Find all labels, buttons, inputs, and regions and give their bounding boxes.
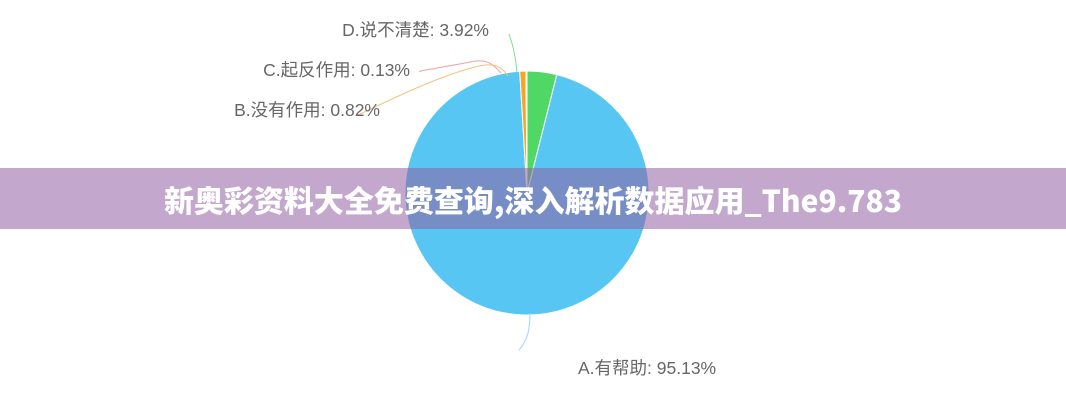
- svg-text:B.没有作用: 0.82%: B.没有作用: 0.82%: [234, 100, 380, 120]
- svg-text:D.说不清楚: 3.92%: D.说不清楚: 3.92%: [342, 20, 489, 40]
- svg-text:A.有帮助: 95.13%: A.有帮助: 95.13%: [578, 358, 716, 378]
- svg-text:C.起反作用: 0.13%: C.起反作用: 0.13%: [263, 60, 410, 80]
